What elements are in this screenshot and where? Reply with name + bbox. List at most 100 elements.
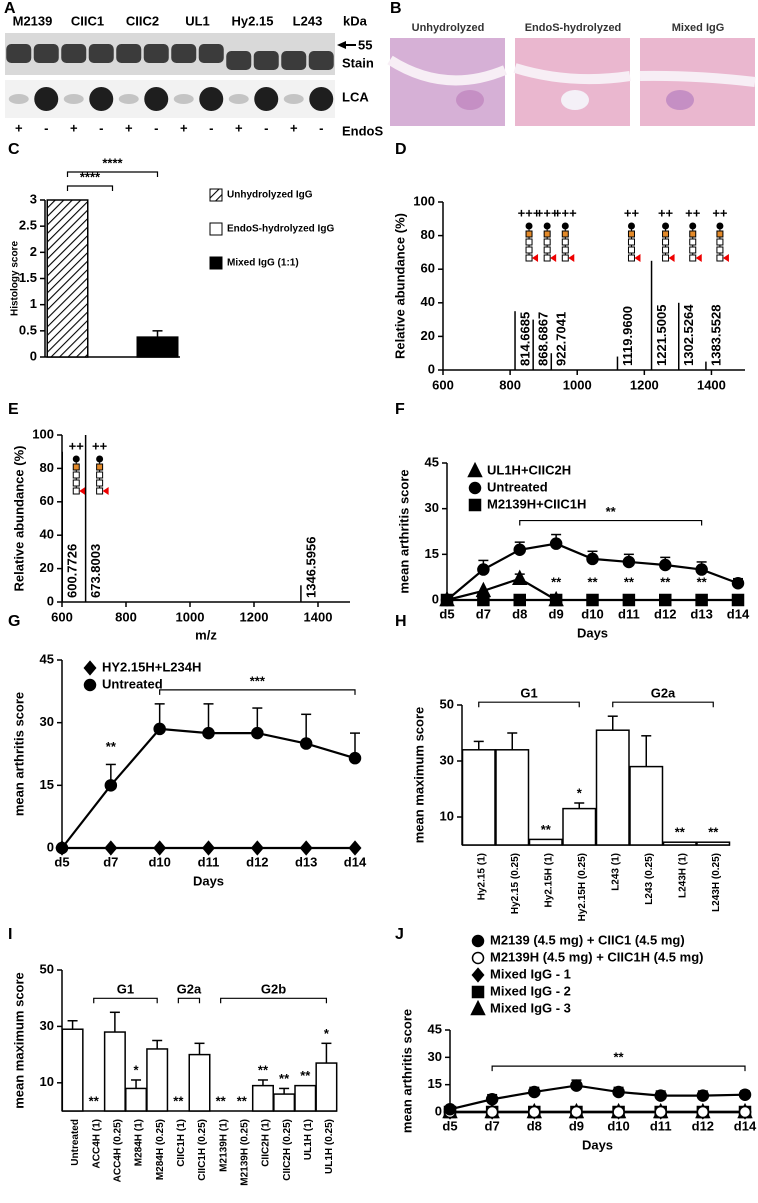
charge-label: ++ [712,205,728,220]
y-tick-label: 30 [40,1018,54,1033]
legend-label: Untreated [102,676,163,691]
significance: ** [551,574,562,589]
bar [46,199,89,358]
marker [731,593,745,607]
marker [468,481,482,495]
x-tick-label: M284H (1) [134,1119,145,1166]
glycan-icon [722,254,729,262]
y-tick-label: 1 [30,296,37,311]
x-tick-label: CIIC1H (0.25) [197,1119,208,1181]
x-tick-label: 1000 [176,609,205,624]
bar [461,749,496,846]
marker [570,1105,583,1119]
bar [103,1031,126,1112]
stain-band [171,44,197,63]
y-axis-label: Histology score [10,241,21,316]
glycan-icon [543,238,551,246]
y-tick-label: 45 [425,454,439,469]
legend-label: M2139 (4.5 mg) + CIIC1 (4.5 mg) [490,932,685,947]
x-tick-label: Hy2.15H (1) [543,853,554,907]
bracket [93,997,158,1004]
image-title: Unhydrolyzed [412,22,485,34]
lane-label: L243 [293,13,323,28]
charge-label: ++ [624,205,640,220]
lane-label: CIIC1 [71,13,104,28]
lca-band [144,87,169,111]
glycan-icon [561,254,569,262]
legend-label: EndoS-hydrolyzed IgG [227,224,334,235]
bar [696,841,731,846]
x-tick-label: M2139H (0.25) [239,1119,250,1186]
image-title: Mixed IgG [672,22,725,34]
marker [622,593,636,607]
y-tick-label: 15 [40,777,54,792]
stain-label: Stain [342,55,374,70]
significance: ** [237,1093,248,1108]
marker [471,967,485,983]
charge-label: ++ [685,205,701,220]
y-tick-label: 40 [40,527,54,542]
lca-band [254,87,279,111]
y-tick-label: 100 [32,426,54,441]
x-tick-label: d11 [618,606,640,621]
x-tick-label: L243H (0.25) [711,853,722,912]
panel-letter: C [8,141,20,158]
panel-letter: D [395,141,407,158]
marker [528,1085,541,1099]
bracket [491,1065,746,1072]
glycan-icon [561,246,569,254]
marker [528,1105,541,1119]
y-tick-label: 40 [421,294,435,309]
marker [299,840,313,856]
peak-label: 1221.5005 [654,305,669,366]
marker [586,552,599,566]
y-tick-label: 10 [40,1074,54,1089]
y-tick-label: 30 [40,714,54,729]
panel-letter: J [395,926,404,943]
glycan-icon [532,254,539,262]
y-tick-label: 45 [40,651,54,666]
bracket [66,185,114,191]
glycan-icon [689,238,697,246]
charge-label: ++ [69,438,85,453]
x-tick-label: L243 (1) [610,853,621,891]
bracket-label: **** [102,155,123,170]
tissue-structure [513,63,631,85]
glycan-icon [525,222,533,230]
x-tick-label: 1000 [563,377,592,392]
x-tick-label: L243 (0.25) [644,853,655,905]
x-tick-label: CIIC2H (0.25) [282,1119,293,1181]
panel-letter: F [395,401,405,418]
treatment-sign: + [70,120,78,135]
charge-label: +++ [536,205,559,220]
glycan-icon [72,487,80,495]
bar [188,1053,211,1112]
series-line [446,577,557,602]
peak-label: 1383.5528 [708,305,723,366]
glycan-icon [79,487,86,495]
charge-label: +++ [518,205,541,220]
marker [348,840,362,856]
treatment-sign: + [290,120,298,135]
legend-label: M2139H+CIIC1H [487,496,586,511]
bar [595,729,630,846]
y-tick-label: 80 [421,227,435,242]
x-tick-label: d5 [54,854,69,869]
y-axis-label: mean arthritis score [399,1009,414,1133]
legend-swatch [209,188,223,202]
marker [443,1103,457,1116]
significance: * [324,1026,330,1041]
marker [622,555,636,569]
tissue-structure [666,90,694,110]
lca-band [283,94,304,104]
x-tick-label: d7 [485,1118,500,1133]
x-tick-label: d12 [654,606,676,621]
marker [475,581,492,598]
treatment-sign: - [209,120,213,135]
glycan-icon [550,254,557,262]
marker [251,726,264,740]
stain-band [6,44,32,63]
endos-label: EndoS [342,123,383,138]
x-tick-label: Hy2.15 (0.25) [510,853,521,914]
glycan-icon [689,254,697,262]
